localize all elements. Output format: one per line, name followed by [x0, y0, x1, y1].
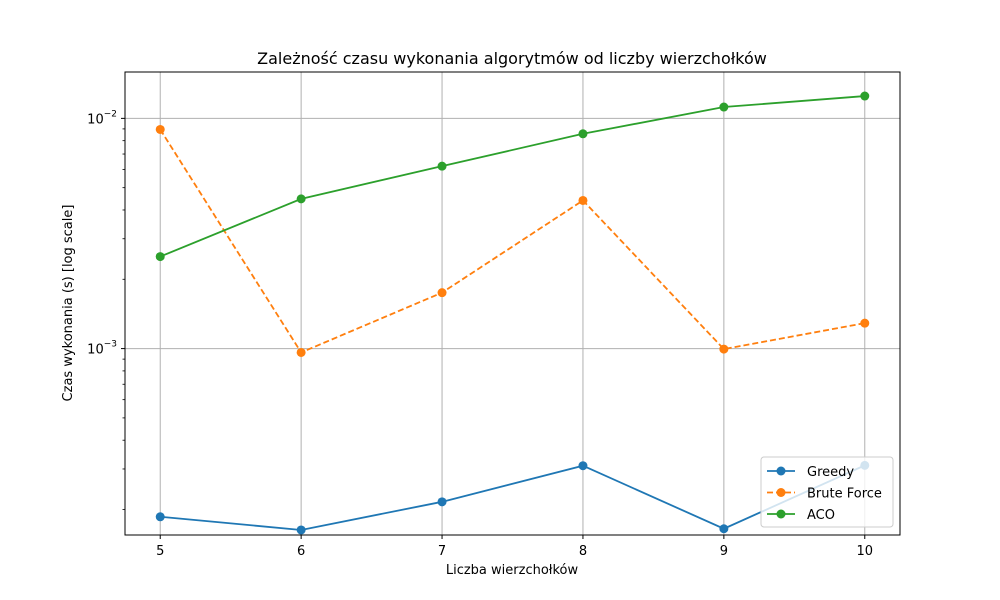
data-point: [296, 194, 306, 204]
series-line: [159, 95, 865, 258]
y-axis-label: Czas wykonania (s) [log scale]: [61, 205, 76, 402]
data-point: [437, 497, 447, 507]
data-point: [578, 461, 588, 471]
data-point: [719, 524, 729, 534]
y-tick-label: 10−3: [87, 340, 117, 358]
data-point: [155, 252, 165, 262]
data-point: [719, 102, 729, 112]
data-point: [719, 344, 729, 354]
x-tick-label: 10: [856, 544, 873, 559]
data-point: [296, 347, 306, 357]
legend-marker: [776, 488, 786, 497]
legend-box: [760, 456, 894, 528]
y-tick-label: 10−2: [87, 109, 117, 127]
data-point: [437, 161, 447, 171]
legend-marker: [776, 509, 786, 519]
data-point: [296, 525, 306, 535]
data-point: [155, 124, 165, 134]
legend-label: ACO: [807, 508, 835, 523]
data-point: [860, 318, 870, 328]
legend: Greedy Brute Force ACO: [760, 456, 894, 528]
x-tick-label: 7: [438, 544, 446, 559]
legend-label: Greedy: [807, 465, 854, 480]
x-tick-label: 6: [297, 544, 305, 559]
grid-layer: [125, 72, 900, 535]
data-point: [155, 512, 165, 522]
legend-label: Brute Force: [807, 487, 882, 502]
x-tick-label: 9: [720, 544, 728, 559]
legend-marker: [776, 466, 786, 476]
chart-title: Zależność czasu wykonania algorytmów od …: [257, 49, 767, 68]
ticks-layer: 5 6 7 8 9 10 10−3 10−2: [87, 109, 873, 559]
x-axis-label: Liczba wierzchołków: [446, 563, 579, 578]
data-point: [437, 288, 447, 298]
data-point: [578, 195, 588, 205]
x-tick-label: 5: [156, 544, 164, 559]
data-point: [578, 129, 588, 139]
series-layer: [155, 91, 870, 535]
data-point: [860, 91, 870, 101]
series-line: [159, 128, 865, 354]
plot-frame: [124, 71, 901, 536]
x-tick-label: 8: [579, 544, 587, 559]
series-line: [160, 464, 866, 531]
